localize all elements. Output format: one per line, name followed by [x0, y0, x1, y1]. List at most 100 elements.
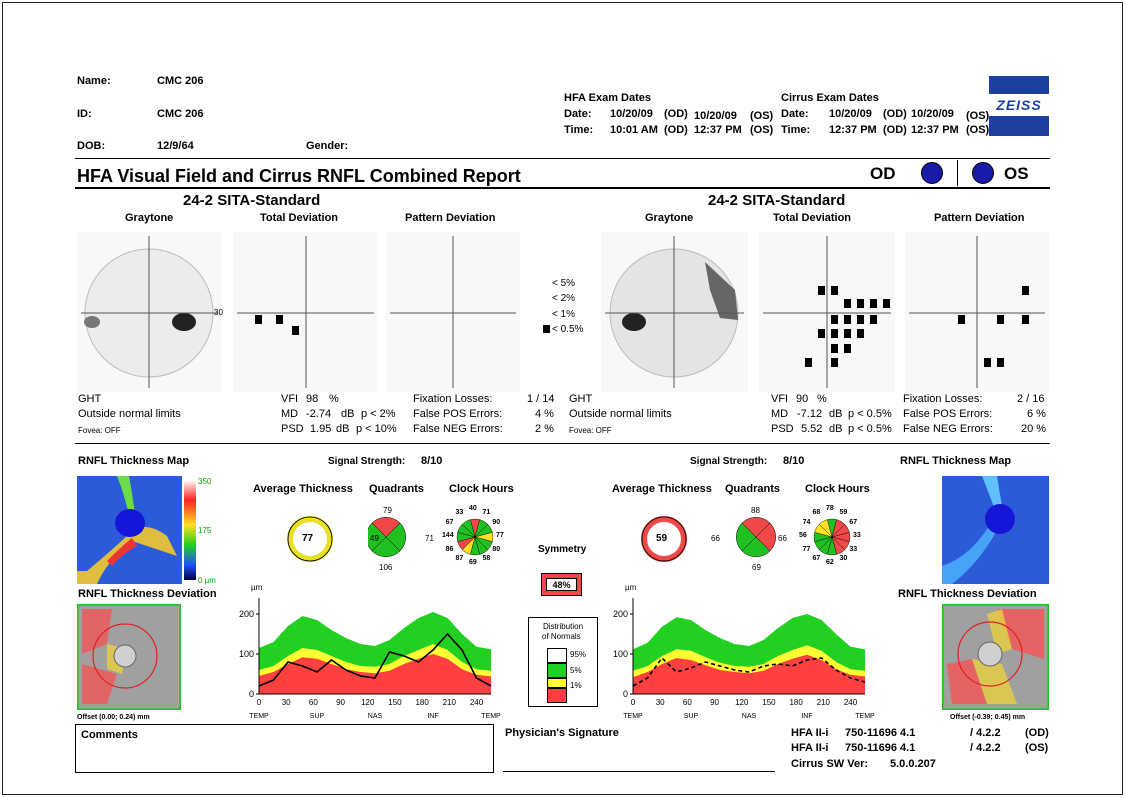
rnfl-left-avg-ring-band — [287, 516, 333, 562]
vf-right-total-sq-8 — [844, 315, 851, 324]
rnfl-right-clock-pie — [813, 518, 851, 556]
clock-left-label-2: 90 — [492, 518, 501, 526]
vf-right-pattern-marks — [958, 286, 1029, 367]
cirrus-time-os: 12:37 PM — [911, 124, 959, 136]
rnfl-right-quad-n: 66 — [711, 534, 720, 543]
cirrus-date-label: Date: — [781, 108, 809, 120]
rnfl-right-avg-label: Average Thickness — [612, 483, 712, 495]
clock-left-label-0: 40 — [469, 505, 477, 512]
rnfl-right-signal: 8/10 — [783, 455, 805, 467]
dob-label: DOB: — [77, 140, 106, 152]
vf-right-psd: 5.52 — [801, 423, 823, 435]
dist-swatch-5 — [547, 663, 567, 678]
rnfl-right-map-title: RNFL Thickness Map — [900, 455, 1012, 467]
vf-left-fix-label: Fixation Losses: — [413, 393, 493, 405]
tsnit-os-xtick-label-0: 0 — [631, 698, 636, 707]
vf-left-test: 24-2 SITA-Standard — [183, 192, 321, 209]
rnfl-right-signal-label: Signal Strength: — [690, 456, 768, 467]
distribution-title-1: Distribution — [543, 622, 584, 631]
rnfl-left-deviation-map — [77, 604, 181, 710]
clock-right-label-4: 33 — [849, 545, 858, 553]
tsnit-od-xtick-label-7: 210 — [443, 698, 457, 707]
quad-left-s — [371, 517, 401, 538]
vf-left-graytone-defect — [84, 316, 100, 328]
vf-right-md: -7.12 — [797, 408, 823, 420]
vf-right-total-sq-4 — [857, 299, 864, 308]
cirrus-dates-heading: Cirrus Exam Dates — [781, 92, 879, 104]
tsnit-od-xtick-label-8: 240 — [470, 698, 484, 707]
signature-line[interactable] — [503, 771, 775, 772]
vf-left-md-label: MD — [281, 408, 299, 420]
clock-left-sectors — [456, 518, 494, 556]
clock-right-label-5: 30 — [839, 555, 848, 563]
vf-right-total-sq-3 — [844, 299, 851, 308]
patient-id: CMC 206 — [157, 108, 204, 120]
clock-right-label-11: 68 — [812, 508, 821, 516]
cirrus-ver-label: Cirrus SW Ver: — [791, 758, 869, 770]
dev-right-yellow-1 — [987, 609, 1012, 654]
vf-left-total-sq-3 — [292, 326, 299, 335]
tsnit-od-xtick-label-3: 90 — [336, 698, 345, 707]
vf-right-total-sq-1 — [818, 286, 825, 295]
vf-left-pattern-label: Pattern Deviation — [405, 212, 496, 224]
hfa-od-eye: (OD) — [1025, 727, 1049, 739]
rnfl-left-thickness-map — [77, 476, 182, 584]
vf-left-fneg-label: False NEG Errors: — [413, 423, 503, 435]
hfa-od-label: HFA II-i — [791, 727, 829, 739]
hfa-os-label: HFA II-i — [791, 742, 829, 754]
hfa-os-eye: (OS) — [1025, 742, 1049, 754]
vf-right-fneg: 20 % — [1021, 423, 1047, 435]
dev-right-circle — [957, 621, 1023, 687]
vf-left-md: -2.74 — [306, 408, 332, 420]
tsnit-od-xtick-label-5: 150 — [388, 698, 402, 707]
clock-right-label-10: 74 — [802, 518, 811, 526]
tsnit-os-ytick-label-1: 100 — [613, 649, 628, 659]
rnfl-right-quadrant-pie — [736, 517, 776, 557]
hfa-od-ver: / 4.2.2 — [970, 727, 1001, 739]
vf-left-vfi-unit: % — [329, 393, 339, 405]
vf-left-psd-label: PSD — [281, 423, 304, 435]
rnfl-left-quad-n: 71 — [425, 534, 434, 543]
clock-right-label-3: 33 — [853, 532, 861, 539]
vf-right-fneg-label: False NEG Errors: — [903, 423, 993, 435]
symmetry-value: 48% — [546, 578, 577, 591]
hfa-od-tag: (OD) — [664, 108, 688, 120]
clock-left-label-1: 71 — [482, 508, 491, 516]
cirrus-time-od-tag: (OD) — [883, 124, 907, 136]
rnfl-left-quad-i: 106 — [379, 563, 393, 572]
comments-box[interactable]: Comments — [75, 724, 494, 773]
divider-title — [75, 187, 1050, 189]
vf-right-md-label: MD — [771, 408, 789, 420]
rnfl-left-signal-label: Signal Strength: — [328, 456, 406, 467]
vf-right-vfi-unit: % — [817, 393, 827, 405]
hfa-time-od: 10:01 AM — [610, 124, 658, 136]
quad-left-n — [385, 522, 406, 552]
vf-left-psd-p: p < 10% — [356, 423, 397, 435]
comments-label: Comments — [81, 729, 138, 741]
rnfl-left-map-title: RNFL Thickness Map — [78, 455, 190, 467]
tsnit-od-xtick-label-4: 120 — [361, 698, 375, 707]
vf-right-md-p: p < 0.5% — [848, 408, 892, 420]
dist-label-1: 1% — [570, 681, 582, 690]
tsnit-os-xtick-label-4: 120 — [735, 698, 749, 707]
tsnit-os-ylabel: µm — [625, 583, 637, 592]
cirrus-date-os: 10/20/09 — [911, 108, 954, 120]
vf-right-total-sq-12 — [831, 329, 838, 338]
vf-right-fpos: 6 % — [1027, 408, 1046, 420]
tsnit-od-region-label-3: INF — [427, 713, 438, 720]
vf-right-fpos-label: False POS Errors: — [903, 408, 993, 420]
vf-right-total-sq-6 — [883, 299, 890, 308]
rnfl-right-offset: Offset (-0.39; 0.45) mm — [950, 714, 1026, 721]
clock-left-label-10: 67 — [445, 518, 454, 526]
tsnit-os-xtick-label-8: 240 — [844, 698, 858, 707]
clock-left-label-8: 86 — [445, 545, 454, 553]
vf-right-psd-unit: dB — [829, 423, 843, 435]
dev-right-red-2 — [947, 659, 987, 704]
id-label: ID: — [77, 108, 92, 120]
vf-right-ght: Outside normal limits — [569, 408, 672, 420]
colorbar-min: 0 µm — [198, 576, 216, 585]
vf-right-total-sq-5 — [870, 299, 877, 308]
vf-left-blindspot — [172, 313, 196, 331]
clock-left-label-7: 87 — [455, 555, 464, 563]
